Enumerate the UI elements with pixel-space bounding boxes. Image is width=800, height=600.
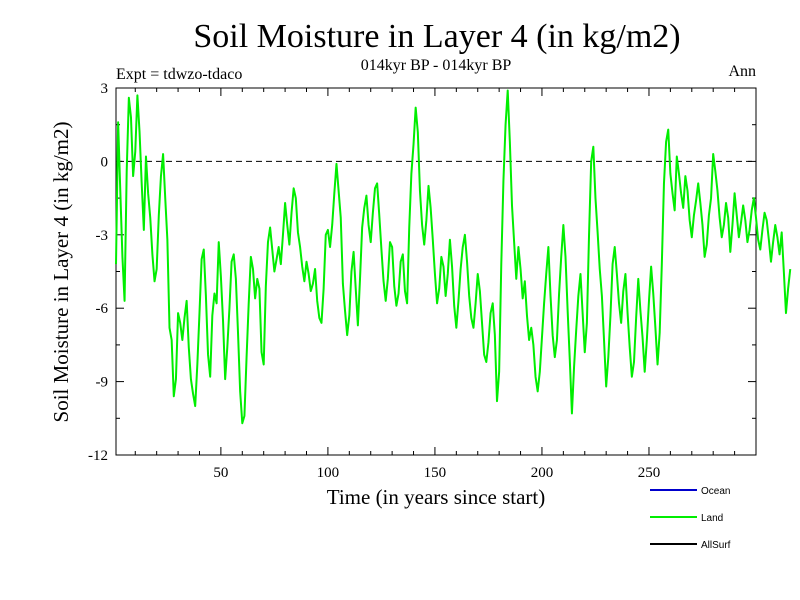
legend-label-allsurf: AllSurf xyxy=(701,540,731,551)
plot-frame xyxy=(115,87,757,456)
x-axis-label: Time (in years since start) xyxy=(327,485,546,509)
period-label: Ann xyxy=(728,63,756,80)
legend: Ocean Land AllSurf xyxy=(650,486,731,551)
axes: 3 0 -3 -6 -9 -12 50 100 150 200 250 xyxy=(88,81,757,481)
series-line-land xyxy=(115,89,792,425)
y-axis-label: Soil Moisture in Layer 4 (in kg/m2) xyxy=(49,122,73,423)
legend-label-ocean: Ocean xyxy=(701,486,730,497)
plot-area xyxy=(115,89,792,425)
experiment-label: Expt = tdwzo-tdaco xyxy=(116,66,242,83)
x-tick-label: 250 xyxy=(638,465,661,481)
chart-title: Soil Moisture in Layer 4 (in kg/m2) xyxy=(193,18,680,55)
x-tick-label: 200 xyxy=(531,465,554,481)
y-tick-label: 0 xyxy=(101,154,109,170)
y-tick-label: -3 xyxy=(96,228,109,244)
x-tick-label: 50 xyxy=(213,465,228,481)
legend-label-land: Land xyxy=(701,513,723,524)
x-tick-label: 100 xyxy=(317,465,340,481)
y-tick-label: 3 xyxy=(101,81,109,97)
y-tick-label: -9 xyxy=(96,375,109,391)
x-tick-label: 150 xyxy=(424,465,447,481)
y-tick-label: -6 xyxy=(96,301,109,317)
y-tick-label: -12 xyxy=(88,448,108,464)
chart-subtitle: 014kyr BP - 014kyr BP xyxy=(361,57,512,74)
